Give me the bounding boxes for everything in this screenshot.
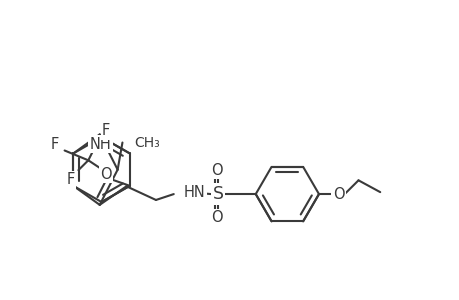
Text: CH₃: CH₃ [134,136,160,149]
Text: F: F [102,123,110,138]
Text: O: O [211,210,223,225]
Text: F: F [66,172,74,188]
Text: O: O [211,163,223,178]
Text: NH: NH [90,137,112,152]
Text: S: S [212,185,223,203]
Text: O: O [332,187,344,202]
Text: O: O [100,167,112,182]
Text: F: F [50,137,59,152]
Text: HN: HN [183,184,205,200]
